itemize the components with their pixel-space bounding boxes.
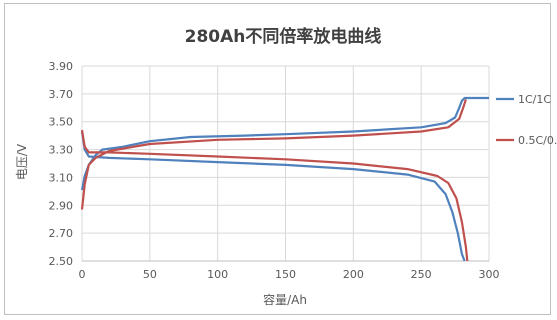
y-tick-label: 2.50 <box>49 255 74 268</box>
y-tick-labels: 2.50 2.70 2.90 3.10 3.30 3.50 3.70 3.90 <box>49 60 74 268</box>
x-tick-label: 50 <box>143 268 157 281</box>
y-axis-title: 电压/V <box>15 143 29 180</box>
legend-label: 0.5C/0.5C <box>518 134 557 147</box>
series-line-0-curve-1 <box>82 132 465 262</box>
y-tick-label: 3.50 <box>49 116 74 129</box>
y-tick-label: 3.10 <box>49 171 74 184</box>
legend-label: 1C/1C <box>518 93 551 106</box>
y-tick-label: 2.70 <box>49 227 74 240</box>
x-tick-labels: 0 50 100 150 200 250 300 <box>79 268 500 281</box>
x-tick-label: 200 <box>343 268 364 281</box>
y-tick-label: 3.70 <box>49 88 74 101</box>
x-tick-label: 0 <box>79 268 86 281</box>
x-tick-label: 300 <box>479 268 500 281</box>
y-tick-label: 3.90 <box>49 60 74 73</box>
gridlines <box>82 66 489 261</box>
x-tick-label: 150 <box>275 268 296 281</box>
x-tick-label: 250 <box>411 268 432 281</box>
x-tick-label: 100 <box>207 268 228 281</box>
y-tick-label: 2.90 <box>49 199 74 212</box>
x-axis-title: 容量/Ah <box>263 292 307 307</box>
legend: 1C/1C 0.5C/0.5C <box>496 93 557 147</box>
chart-title: 280Ah不同倍率放电曲线 <box>185 26 382 47</box>
y-tick-label: 3.30 <box>49 144 74 157</box>
